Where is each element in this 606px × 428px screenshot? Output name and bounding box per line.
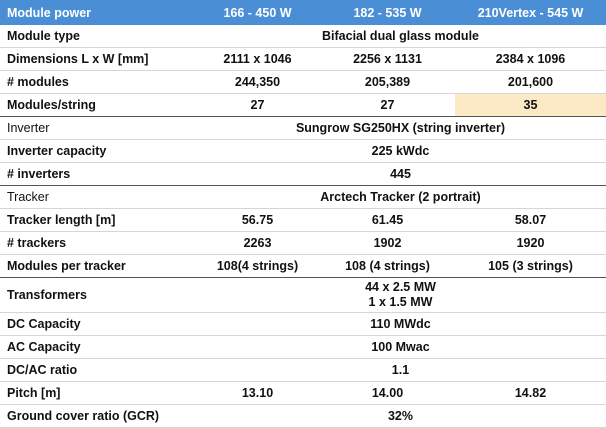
table-row: # inverters 445	[0, 162, 606, 186]
cell: 1.1	[195, 358, 606, 382]
table-row: Tracker Arctech Tracker (2 portrait)	[0, 185, 606, 209]
table-row: Ground cover ratio (GCR) 32%	[0, 404, 606, 428]
table-row: Inverter Sungrow SG250HX (string inverter…	[0, 116, 606, 140]
row-label: # inverters	[0, 162, 195, 186]
table-row: Transformers 44 x 2.5 MW 1 x 1.5 MW	[0, 277, 606, 313]
table-row: AC Capacity 100 Mwac	[0, 335, 606, 359]
cell: 205,389	[320, 70, 455, 94]
row-label: # modules	[0, 70, 195, 94]
cell: 2263	[195, 231, 320, 255]
cell: 27	[195, 93, 320, 117]
header-cell: 182 - 535 W	[320, 0, 455, 25]
cell: 2111 x 1046	[195, 47, 320, 71]
cell: 2384 x 1096	[455, 47, 606, 71]
table-row: Inverter capacity 225 kWdc	[0, 139, 606, 163]
cell: 1902	[320, 231, 455, 255]
row-label: Modules/string	[0, 93, 195, 117]
cell: 2256 x 1131	[320, 47, 455, 71]
cell: 445	[195, 162, 606, 186]
cell: 56.75	[195, 208, 320, 232]
table-row: DC Capacity 110 MWdc	[0, 312, 606, 336]
table-row: # trackers 2263 1902 1920	[0, 231, 606, 255]
table-row: Dimensions L x W [mm] 2111 x 1046 2256 x 1…	[0, 47, 606, 71]
row-label: Ground cover ratio (GCR)	[0, 404, 195, 428]
cell: 35	[455, 93, 606, 117]
cell: 14.82	[455, 381, 606, 405]
cell-line: 1 x 1.5 MW	[368, 295, 433, 309]
row-label: Tracker	[0, 185, 195, 209]
row-label: Tracker length [m]	[0, 208, 195, 232]
row-label: # trackers	[0, 231, 195, 255]
cell: 100 Mwac	[195, 335, 606, 359]
cell: 105 (3 strings)	[455, 254, 606, 278]
table-row: Tracker length [m] 56.75 61.45 58.07	[0, 208, 606, 232]
header-cell: 166 - 450 W	[195, 0, 320, 25]
cell: 108 (4 strings)	[320, 254, 455, 278]
table-row: # modules 244,350 205,389 201,600	[0, 70, 606, 94]
table-row: Modules per tracker 108(4 strings) 108 (4 …	[0, 254, 606, 278]
cell: 108(4 strings)	[195, 254, 320, 278]
cell: 225 kWdc	[195, 139, 606, 163]
header-cell: 210Vertex - 545 W	[455, 0, 606, 25]
table-row: Pitch [m] 13.10 14.00 14.82	[0, 381, 606, 405]
cell: 27	[320, 93, 455, 117]
cell: 32%	[195, 404, 606, 428]
header-row: Module power 166 - 450 W 182 - 535 W 210Ver…	[0, 0, 606, 25]
cell: 61.45	[320, 208, 455, 232]
row-label: Module type	[0, 25, 195, 48]
header-cell: Module power	[0, 0, 195, 25]
table-row: DC/AC ratio 1.1	[0, 358, 606, 382]
row-label: Modules per tracker	[0, 254, 195, 278]
cell: 13.10	[195, 381, 320, 405]
row-label: Transformers	[0, 277, 195, 313]
cell: 14.00	[320, 381, 455, 405]
row-label: AC Capacity	[0, 335, 195, 359]
cell: Bifacial dual glass module	[195, 25, 606, 48]
row-label: Inverter capacity	[0, 139, 195, 163]
cell: 44 x 2.5 MW 1 x 1.5 MW	[195, 277, 606, 313]
table-row: Module type Bifacial dual glass module	[0, 25, 606, 48]
cell-line: 44 x 2.5 MW	[365, 280, 436, 294]
row-label: Inverter	[0, 116, 195, 140]
cell: Arctech Tracker (2 portrait)	[195, 185, 606, 209]
table-row: Modules/string 27 27 35	[0, 93, 606, 117]
row-label: DC Capacity	[0, 312, 195, 336]
cell: 244,350	[195, 70, 320, 94]
row-label: DC/AC ratio	[0, 358, 195, 382]
row-label: Dimensions L x W [mm]	[0, 47, 195, 71]
cell: 110 MWdc	[195, 312, 606, 336]
cell: 1920	[455, 231, 606, 255]
cell: 201,600	[455, 70, 606, 94]
row-label: Pitch [m]	[0, 381, 195, 405]
cell: 58.07	[455, 208, 606, 232]
cell: Sungrow SG250HX (string inverter)	[195, 116, 606, 140]
